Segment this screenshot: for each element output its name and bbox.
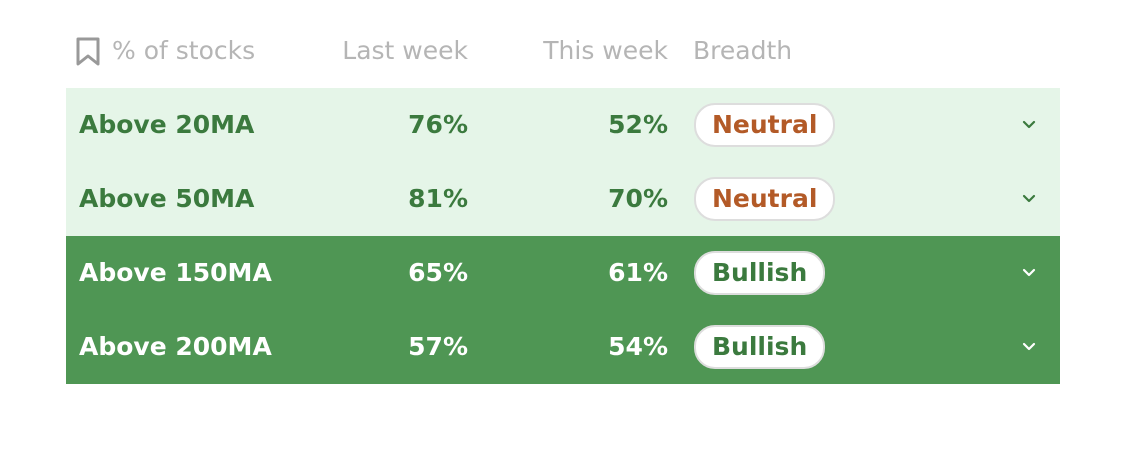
this-week: 52% (608, 110, 668, 139)
expand-chevron[interactable] (1021, 117, 1037, 133)
chevron-path (1022, 342, 1036, 351)
last-week: 81% (408, 184, 468, 213)
chevron-path (1022, 194, 1036, 203)
last-week: 57% (408, 332, 468, 361)
chevron-path (1022, 120, 1036, 129)
expand-chevron[interactable] (1021, 339, 1037, 355)
table-row[interactable]: Above 50MA 81% 70% Neutral (66, 162, 1060, 236)
breadth-pill: Bullish (694, 325, 826, 369)
bookmark-icon[interactable] (75, 37, 101, 67)
row-label: Above 50MA (79, 184, 255, 213)
this-week: 54% (608, 332, 668, 361)
row-label: Above 150MA (79, 258, 272, 287)
chevron-path (1022, 268, 1036, 277)
last-week: 65% (408, 258, 468, 287)
header-cell[interactable]: This week (543, 36, 668, 65)
this-week: 70% (608, 184, 668, 213)
expand-chevron[interactable] (1021, 265, 1037, 281)
header-cell: % of stocks (112, 36, 256, 65)
expand-chevron[interactable] (1021, 191, 1037, 207)
breadth-pill: Bullish (694, 251, 826, 295)
header-cell[interactable]: Breadth (693, 36, 793, 65)
table-row[interactable]: Above 20MA 76% 52% Neutral (66, 88, 1060, 162)
row-label: Above 200MA (79, 332, 272, 361)
row-label: Above 20MA (79, 110, 255, 139)
last-week: 76% (408, 110, 468, 139)
table-row[interactable]: Above 150MA 65% 61% Bullish (66, 236, 1060, 310)
breadth-pill: Neutral (694, 103, 836, 147)
this-week: 61% (608, 258, 668, 287)
breadth-pill: Neutral (694, 177, 836, 221)
table-row[interactable]: Above 200MA 57% 54% Bullish (66, 310, 1060, 384)
header-cell[interactable]: Last week (342, 36, 468, 65)
